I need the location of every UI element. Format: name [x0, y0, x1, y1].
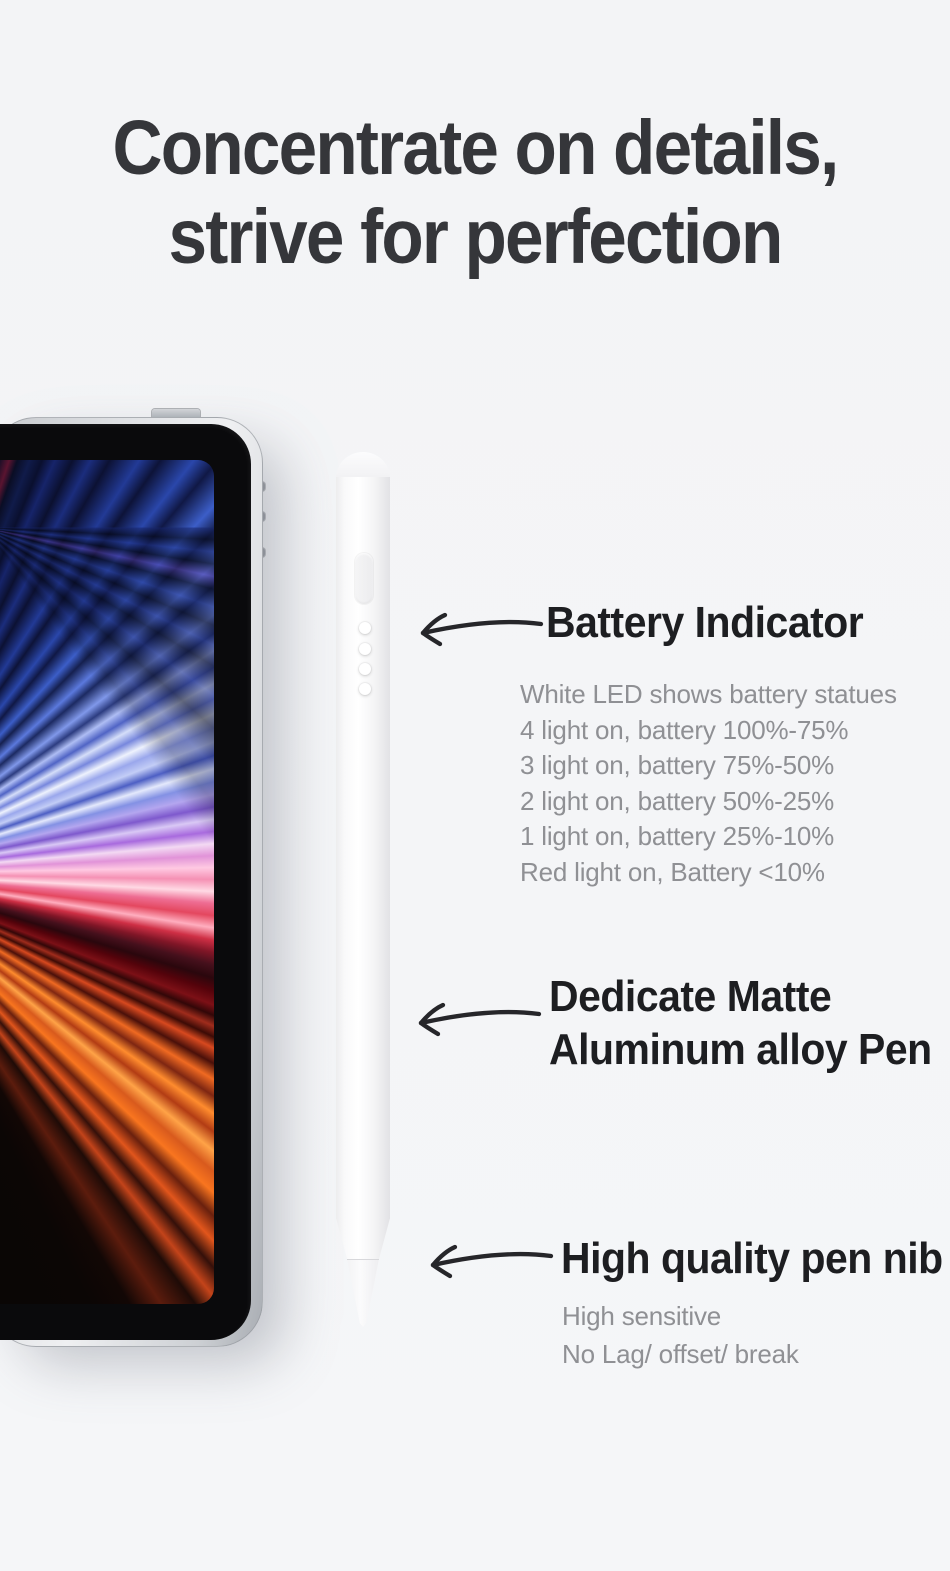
led-indicator-dot [359, 663, 371, 675]
led-indicator-dot [359, 683, 371, 695]
battery-detail-line: 1 light on, battery 25%-10% [520, 821, 835, 851]
battery-detail-line: 3 light on, battery 75%-50% [520, 750, 835, 780]
battery-detail-line: White LED shows battery statues [520, 679, 897, 709]
battery-detail-line: 2 light on, battery 50%-25% [520, 785, 835, 816]
title-line-1: Concentrate on details, [112, 105, 840, 191]
feature-heading-nib: High quality pen nib [561, 1234, 943, 1283]
battery-details: White LED shows battery statues 4 light … [520, 677, 897, 890]
feature-heading-battery: Battery Indicator [546, 598, 864, 647]
tablet-wallpaper [0, 460, 214, 1304]
nib-detail-line: High sensitive [562, 1301, 722, 1331]
material-heading-line-2: Aluminum alloy Pen [549, 1025, 932, 1074]
nib-details: High sensitive No Lag/ offset/ break [562, 1297, 799, 1373]
stylus-pen [336, 452, 390, 1332]
nib-detail-line: No Lag/ offset/ break [562, 1339, 799, 1369]
pen-nib [347, 1260, 379, 1327]
pen-nib-seam [347, 1259, 379, 1260]
led-indicator-dot [359, 643, 371, 655]
pen-cap [336, 452, 390, 478]
arrow-left-icon [418, 1002, 542, 1037]
pen-body [336, 477, 390, 1219]
battery-detail-line: 4 light on, battery 100%-75% [520, 714, 849, 745]
page-title: Concentrate on details, strive for perfe… [48, 104, 903, 282]
arrow-left-icon [430, 1244, 554, 1279]
feature-heading-material: Dedicate Matte Aluminum alloy Pen [549, 970, 932, 1076]
led-indicator-dot [359, 622, 371, 634]
arrow-left-icon [420, 612, 544, 647]
pen-function-button [355, 553, 373, 604]
battery-detail-line: Red light on, Battery <10% [520, 856, 825, 887]
pen-taper [336, 1218, 390, 1260]
tablet-mockup [0, 417, 263, 1347]
material-heading-line-1: Dedicate Matte [549, 972, 832, 1021]
tablet-bezel [0, 424, 251, 1340]
tablet-power-button [152, 409, 200, 419]
title-line-2: strive for perfection [168, 194, 783, 280]
